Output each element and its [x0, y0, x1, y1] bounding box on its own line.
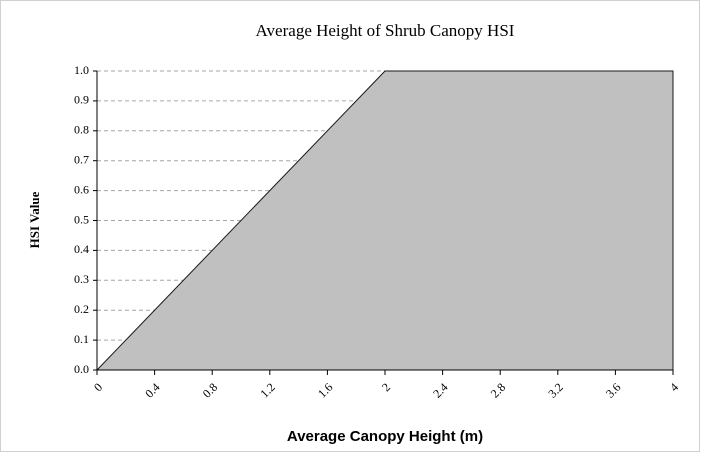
- y-tick-label: 0.1: [74, 332, 89, 346]
- y-tick-label: 0.7: [74, 152, 89, 166]
- y-tick-label: 0.0: [74, 362, 89, 376]
- y-tick-label: 0.6: [74, 182, 89, 196]
- x-axis-label: Average Canopy Height (m): [287, 428, 483, 445]
- y-tick-label: 0.8: [74, 123, 89, 137]
- y-tick-label: 0.3: [74, 272, 89, 286]
- y-tick-label: 1.0: [74, 63, 89, 77]
- chart-title: Average Height of Shrub Canopy HSI: [256, 21, 515, 40]
- y-tick-label: 0.2: [74, 302, 89, 316]
- y-tick-label: 0.9: [74, 93, 89, 107]
- y-tick-label: 0.4: [74, 242, 89, 256]
- y-axis-label: HSI Value: [27, 191, 42, 248]
- y-tick-label: 0.5: [74, 212, 89, 226]
